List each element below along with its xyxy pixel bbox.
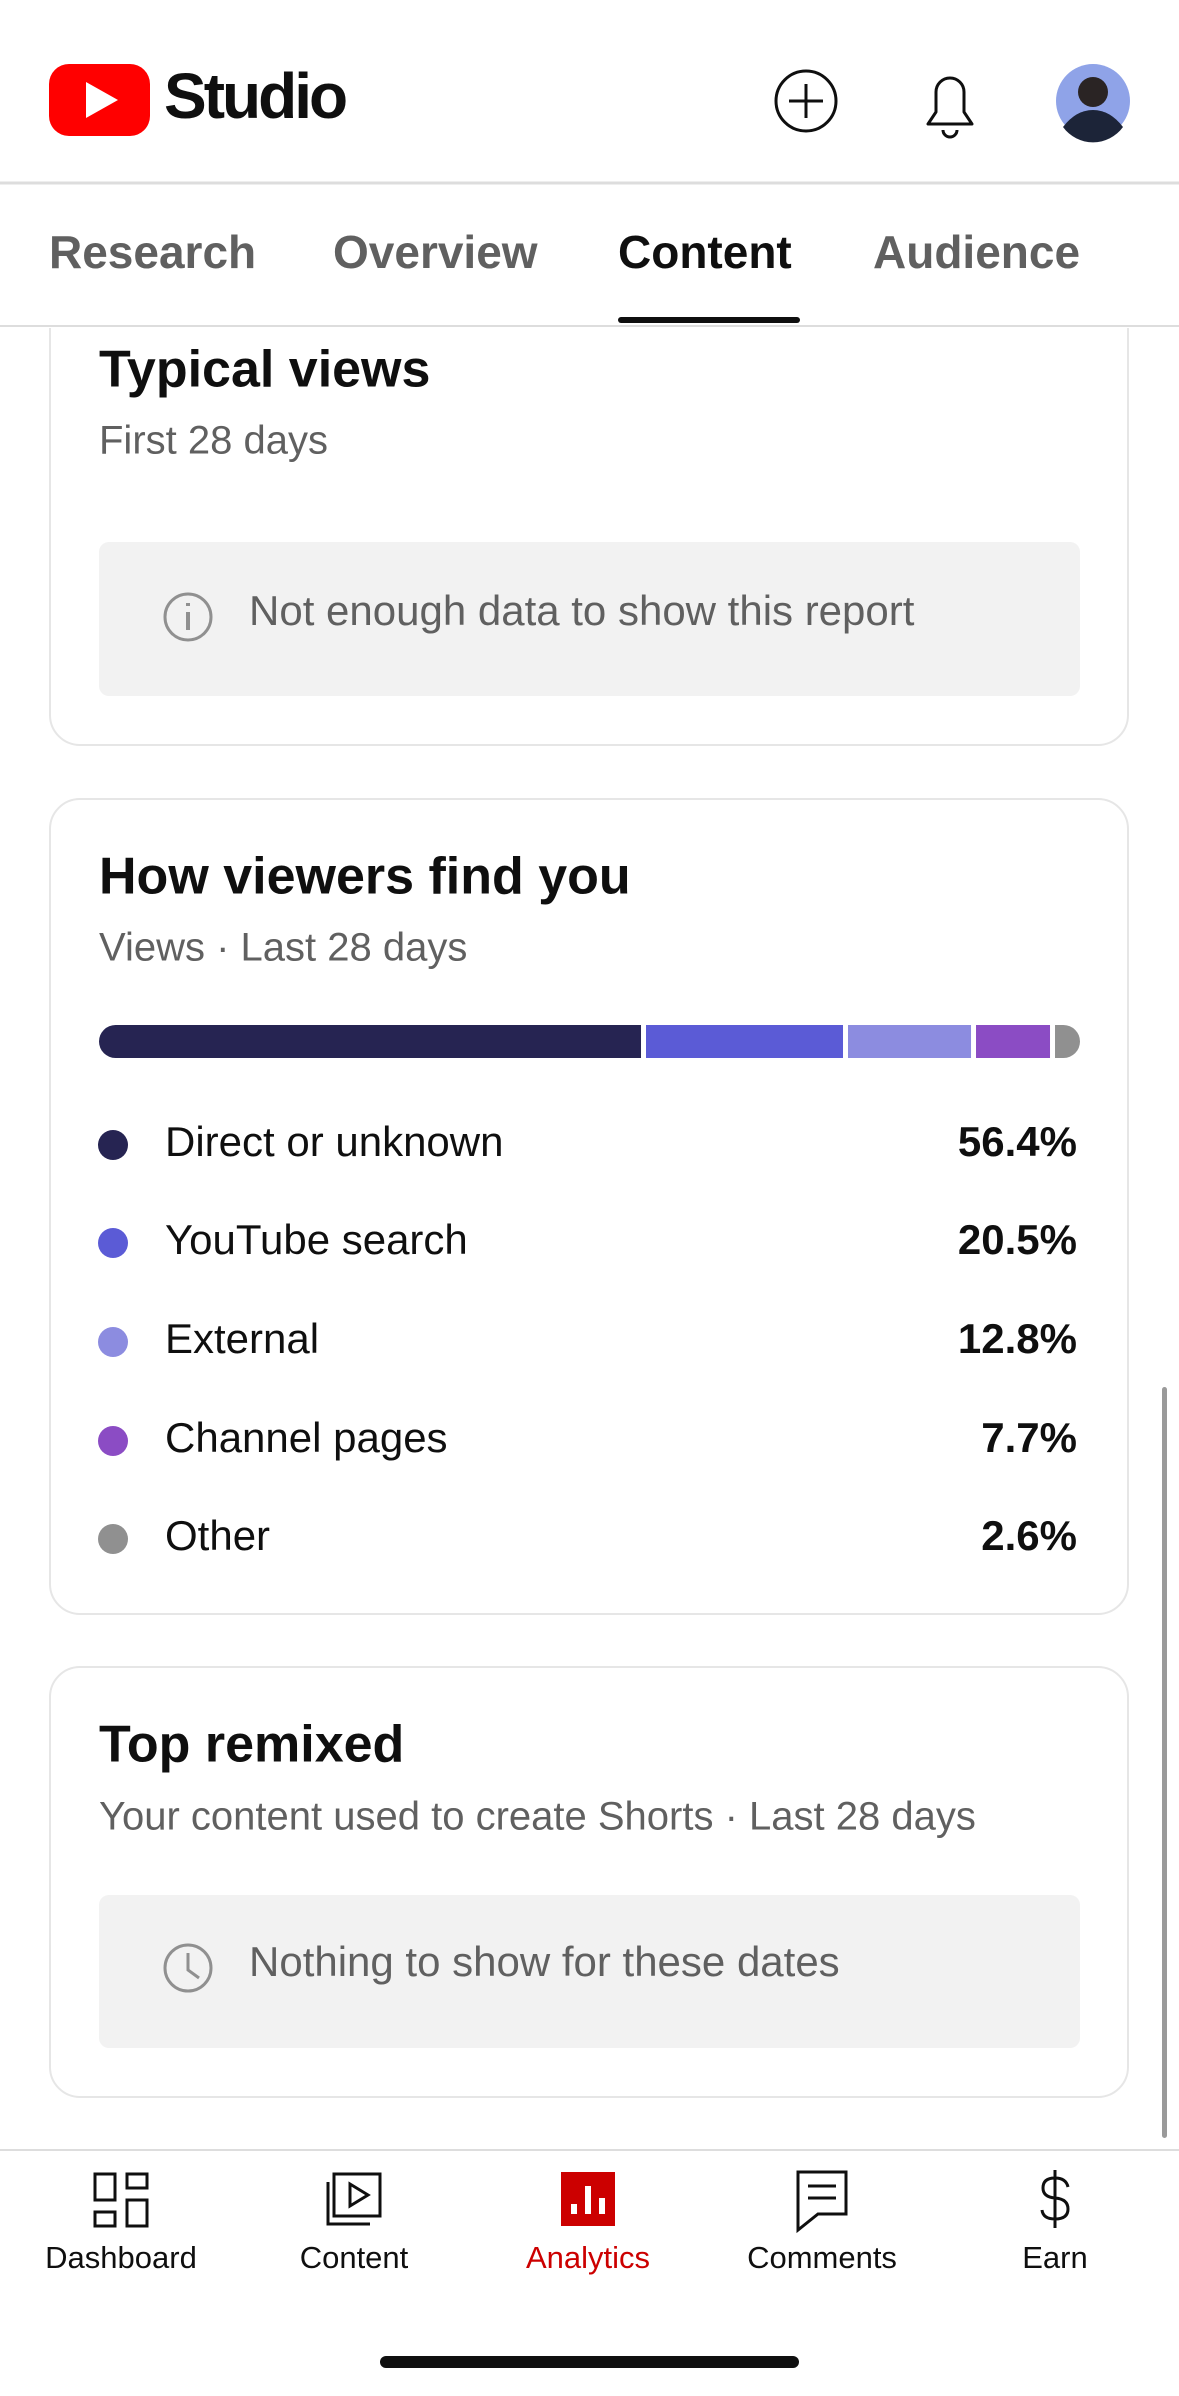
home-indicator xyxy=(380,2356,799,2368)
legend-label: YouTube search xyxy=(165,1216,468,1263)
value-label: 7.7% xyxy=(981,1414,1077,1461)
scrollbar xyxy=(1162,1387,1167,2138)
comments-icon[interactable] xyxy=(796,2170,848,2234)
create-button[interactable] xyxy=(774,69,838,133)
card-subtitle: First 28 days xyxy=(99,419,328,463)
nav-label[interactable]: Earn xyxy=(1022,2240,1087,2275)
value-label: 20.5% xyxy=(958,1216,1077,1263)
clock-icon xyxy=(163,1943,213,1993)
empty-state xyxy=(99,542,1080,696)
notifications-button[interactable] xyxy=(926,76,974,139)
card-subtitle: Views · Last 28 days xyxy=(99,926,467,970)
legend-label: Direct or unknown xyxy=(165,1118,503,1165)
typical-views-card: Typical views First 28 days Not enough d… xyxy=(49,328,1129,746)
legend-label: External xyxy=(165,1315,319,1362)
tab[interactable]: Audience xyxy=(873,226,1080,278)
card-title: Top remixed xyxy=(99,1716,404,1774)
info-icon xyxy=(163,592,213,642)
legend-dot xyxy=(98,1130,128,1160)
bar-segment xyxy=(848,1025,972,1058)
analytics-icon[interactable] xyxy=(561,2172,615,2226)
tab-indicator xyxy=(618,317,800,323)
header xyxy=(0,0,1179,183)
nav-label[interactable]: Dashboard xyxy=(45,2240,197,2275)
bar-segment xyxy=(99,1025,642,1058)
tab[interactable]: Research xyxy=(49,226,256,278)
value-label: 12.8% xyxy=(958,1315,1077,1362)
logo-play xyxy=(86,82,118,118)
tab-active[interactable]: Content xyxy=(618,226,792,278)
legend-label: Other xyxy=(165,1512,270,1559)
empty-message: Nothing to show for these dates xyxy=(249,1938,840,1985)
bar-segment xyxy=(646,1025,844,1058)
dashboard-icon[interactable] xyxy=(93,2172,149,2228)
avatar[interactable] xyxy=(1056,64,1130,143)
value-label: 2.6% xyxy=(981,1512,1077,1559)
empty-state xyxy=(99,1895,1080,2048)
top-remixed-card: Top remixed Your content used to create … xyxy=(49,1666,1129,2098)
legend-label: Channel pages xyxy=(165,1414,448,1461)
traffic-card: How viewers find you Views · Last 28 day… xyxy=(49,798,1129,1615)
card-title: Typical views xyxy=(99,341,430,399)
content-icon[interactable] xyxy=(326,2172,382,2226)
legend-dot xyxy=(98,1524,128,1554)
bar-segment xyxy=(1055,1025,1080,1058)
value-label: 56.4% xyxy=(958,1118,1077,1165)
tab[interactable]: Overview xyxy=(333,226,538,278)
legend-dot xyxy=(98,1327,128,1357)
nav-label-active[interactable]: Analytics xyxy=(526,2240,650,2275)
logo-text: Studio xyxy=(164,60,346,132)
nav-label[interactable]: Content xyxy=(300,2240,409,2275)
bar-segment xyxy=(976,1025,1051,1058)
legend-dot xyxy=(98,1228,128,1258)
empty-message: Not enough data to show this report xyxy=(249,587,915,634)
nav-label[interactable]: Comments xyxy=(747,2240,897,2275)
earn-icon[interactable] xyxy=(1040,2170,1070,2228)
legend-dot xyxy=(98,1426,128,1456)
card-title: How viewers find you xyxy=(99,848,631,906)
logo[interactable]: Studio xyxy=(49,60,349,136)
card-subtitle: Your content used to create Shorts · Las… xyxy=(99,1795,976,1839)
